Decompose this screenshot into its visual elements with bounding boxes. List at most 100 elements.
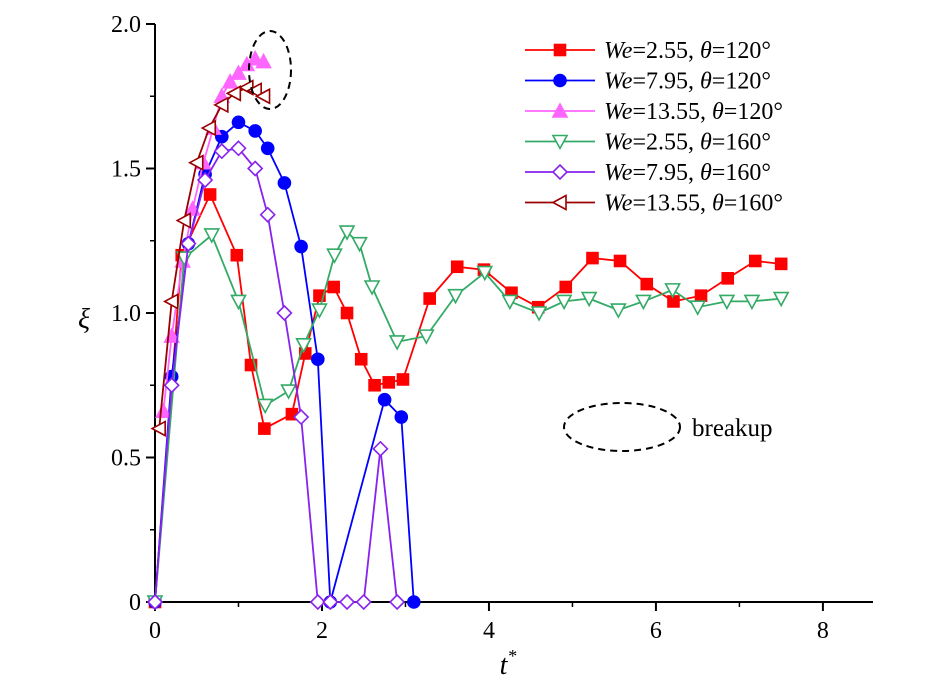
- series-4-point: [447, 288, 464, 305]
- y-tick-label: 0: [129, 590, 141, 616]
- series-1-point: [450, 260, 464, 274]
- series-1-point: [396, 373, 410, 386]
- series-1-point: [774, 257, 788, 271]
- legend-entry-6: We=13.55, θ=160°: [525, 191, 783, 217]
- series-2-point: [277, 176, 292, 190]
- series-line-1: [154, 192, 782, 603]
- series-1-point: [368, 378, 381, 392]
- series-1-point: [327, 280, 340, 294]
- series-4-point: [311, 303, 328, 319]
- series-4: [146, 225, 790, 611]
- series-5-point: [355, 593, 372, 611]
- series-4-point: [743, 294, 761, 311]
- legend-marker: [553, 43, 567, 57]
- x-axis-label-t: t: [500, 650, 509, 681]
- series-5-point: [247, 160, 264, 177]
- series-2-point: [231, 115, 246, 130]
- series-6-point: [188, 154, 204, 172]
- series-2-point: [394, 410, 409, 424]
- series-2-point: [407, 595, 421, 609]
- series-4-point: [256, 398, 274, 415]
- series-6-point: [150, 420, 166, 437]
- legend-marker: [551, 134, 569, 151]
- legend-label: We=2.55, θ=160°: [604, 130, 771, 156]
- series-5-point: [338, 593, 356, 611]
- series-1-point: [559, 280, 573, 294]
- series-5-point: [196, 171, 214, 189]
- series-1-point: [244, 358, 258, 372]
- legend-entry-3: We=13.55, θ=120°: [525, 99, 783, 125]
- series-4-point: [501, 294, 519, 311]
- breakup-label: breakup: [692, 415, 773, 442]
- y-tick-label: 2.0: [111, 12, 141, 38]
- series-line-2: [154, 121, 415, 603]
- series-5-point: [322, 593, 339, 611]
- series-5-point: [292, 408, 310, 426]
- series-1-point: [721, 272, 735, 285]
- series-5-point: [309, 593, 326, 611]
- legend: We=2.55, θ=120° We=7.95, θ=120° We=13.55, …: [525, 38, 783, 217]
- series-4-point: [230, 294, 247, 311]
- series-4-point: [772, 291, 790, 308]
- legend-label: We=7.95, θ=120°: [604, 69, 771, 95]
- series-line-4: [154, 230, 782, 603]
- series-5-point: [259, 206, 276, 223]
- legend-marker: [551, 194, 567, 211]
- series-4-point: [718, 294, 736, 311]
- series-3-point: [230, 64, 247, 80]
- tick-labels: 0 2 4 6 8 0 0.5 1.0 1.5 2.0: [111, 12, 829, 644]
- series-4-point: [351, 236, 368, 253]
- series-6-point: [225, 85, 242, 102]
- legend-marker: [553, 73, 567, 88]
- series-4-point: [363, 280, 381, 296]
- legend-marker: [551, 102, 569, 118]
- x-tick-label: 2: [316, 618, 328, 644]
- legend-marker: [551, 163, 569, 181]
- series-6-point: [163, 293, 179, 310]
- series-4-point: [664, 283, 681, 299]
- series-4-point: [555, 294, 573, 311]
- series-4-point: [530, 306, 548, 322]
- series-2-point: [311, 352, 325, 367]
- x-axis-label-star: *: [507, 646, 516, 666]
- breakup-ellipse-key: [563, 402, 681, 452]
- x-tick-label: 0: [149, 618, 161, 644]
- series-4-point: [580, 291, 598, 308]
- series-3-point: [255, 52, 272, 69]
- y-tick-label: 1.0: [111, 301, 141, 327]
- series-1-point: [694, 289, 708, 302]
- series-1-point: [313, 289, 326, 302]
- series-1-point: [258, 422, 271, 435]
- series-3-point: [155, 402, 172, 419]
- series-4-point: [635, 294, 652, 311]
- series-1-point: [748, 254, 762, 268]
- series-2-point: [260, 141, 275, 156]
- series-5-point: [180, 235, 197, 252]
- series-layer: [146, 49, 790, 611]
- series-5-point: [276, 304, 293, 322]
- series-6-point: [213, 96, 229, 114]
- series-2: [148, 115, 421, 609]
- legend-label: We=7.95, θ=160°: [604, 160, 771, 186]
- y-axis-label: ξ: [78, 304, 90, 335]
- series-1-point: [667, 295, 680, 308]
- series-4-point: [476, 265, 494, 282]
- series-4-point: [326, 248, 343, 264]
- legend-entry-2: We=7.95, θ=120°: [525, 69, 771, 95]
- series-5-point: [230, 140, 247, 157]
- series-4-point: [280, 384, 297, 400]
- series-6-point: [246, 82, 262, 99]
- x-axis-label: t*: [500, 646, 517, 681]
- series-1-point: [423, 292, 436, 305]
- series-4-point: [610, 303, 627, 319]
- legend-entry-4: We=2.55, θ=160°: [525, 130, 771, 156]
- series-1-point: [613, 254, 627, 268]
- series-6-point: [200, 119, 217, 137]
- series-1-point: [640, 277, 654, 291]
- x-tick-label: 8: [817, 618, 829, 644]
- series-1: [148, 188, 788, 609]
- series-2-point: [248, 124, 262, 138]
- series-4-point: [203, 228, 221, 244]
- x-tick-label: 4: [483, 618, 495, 644]
- series-3-point: [221, 73, 239, 89]
